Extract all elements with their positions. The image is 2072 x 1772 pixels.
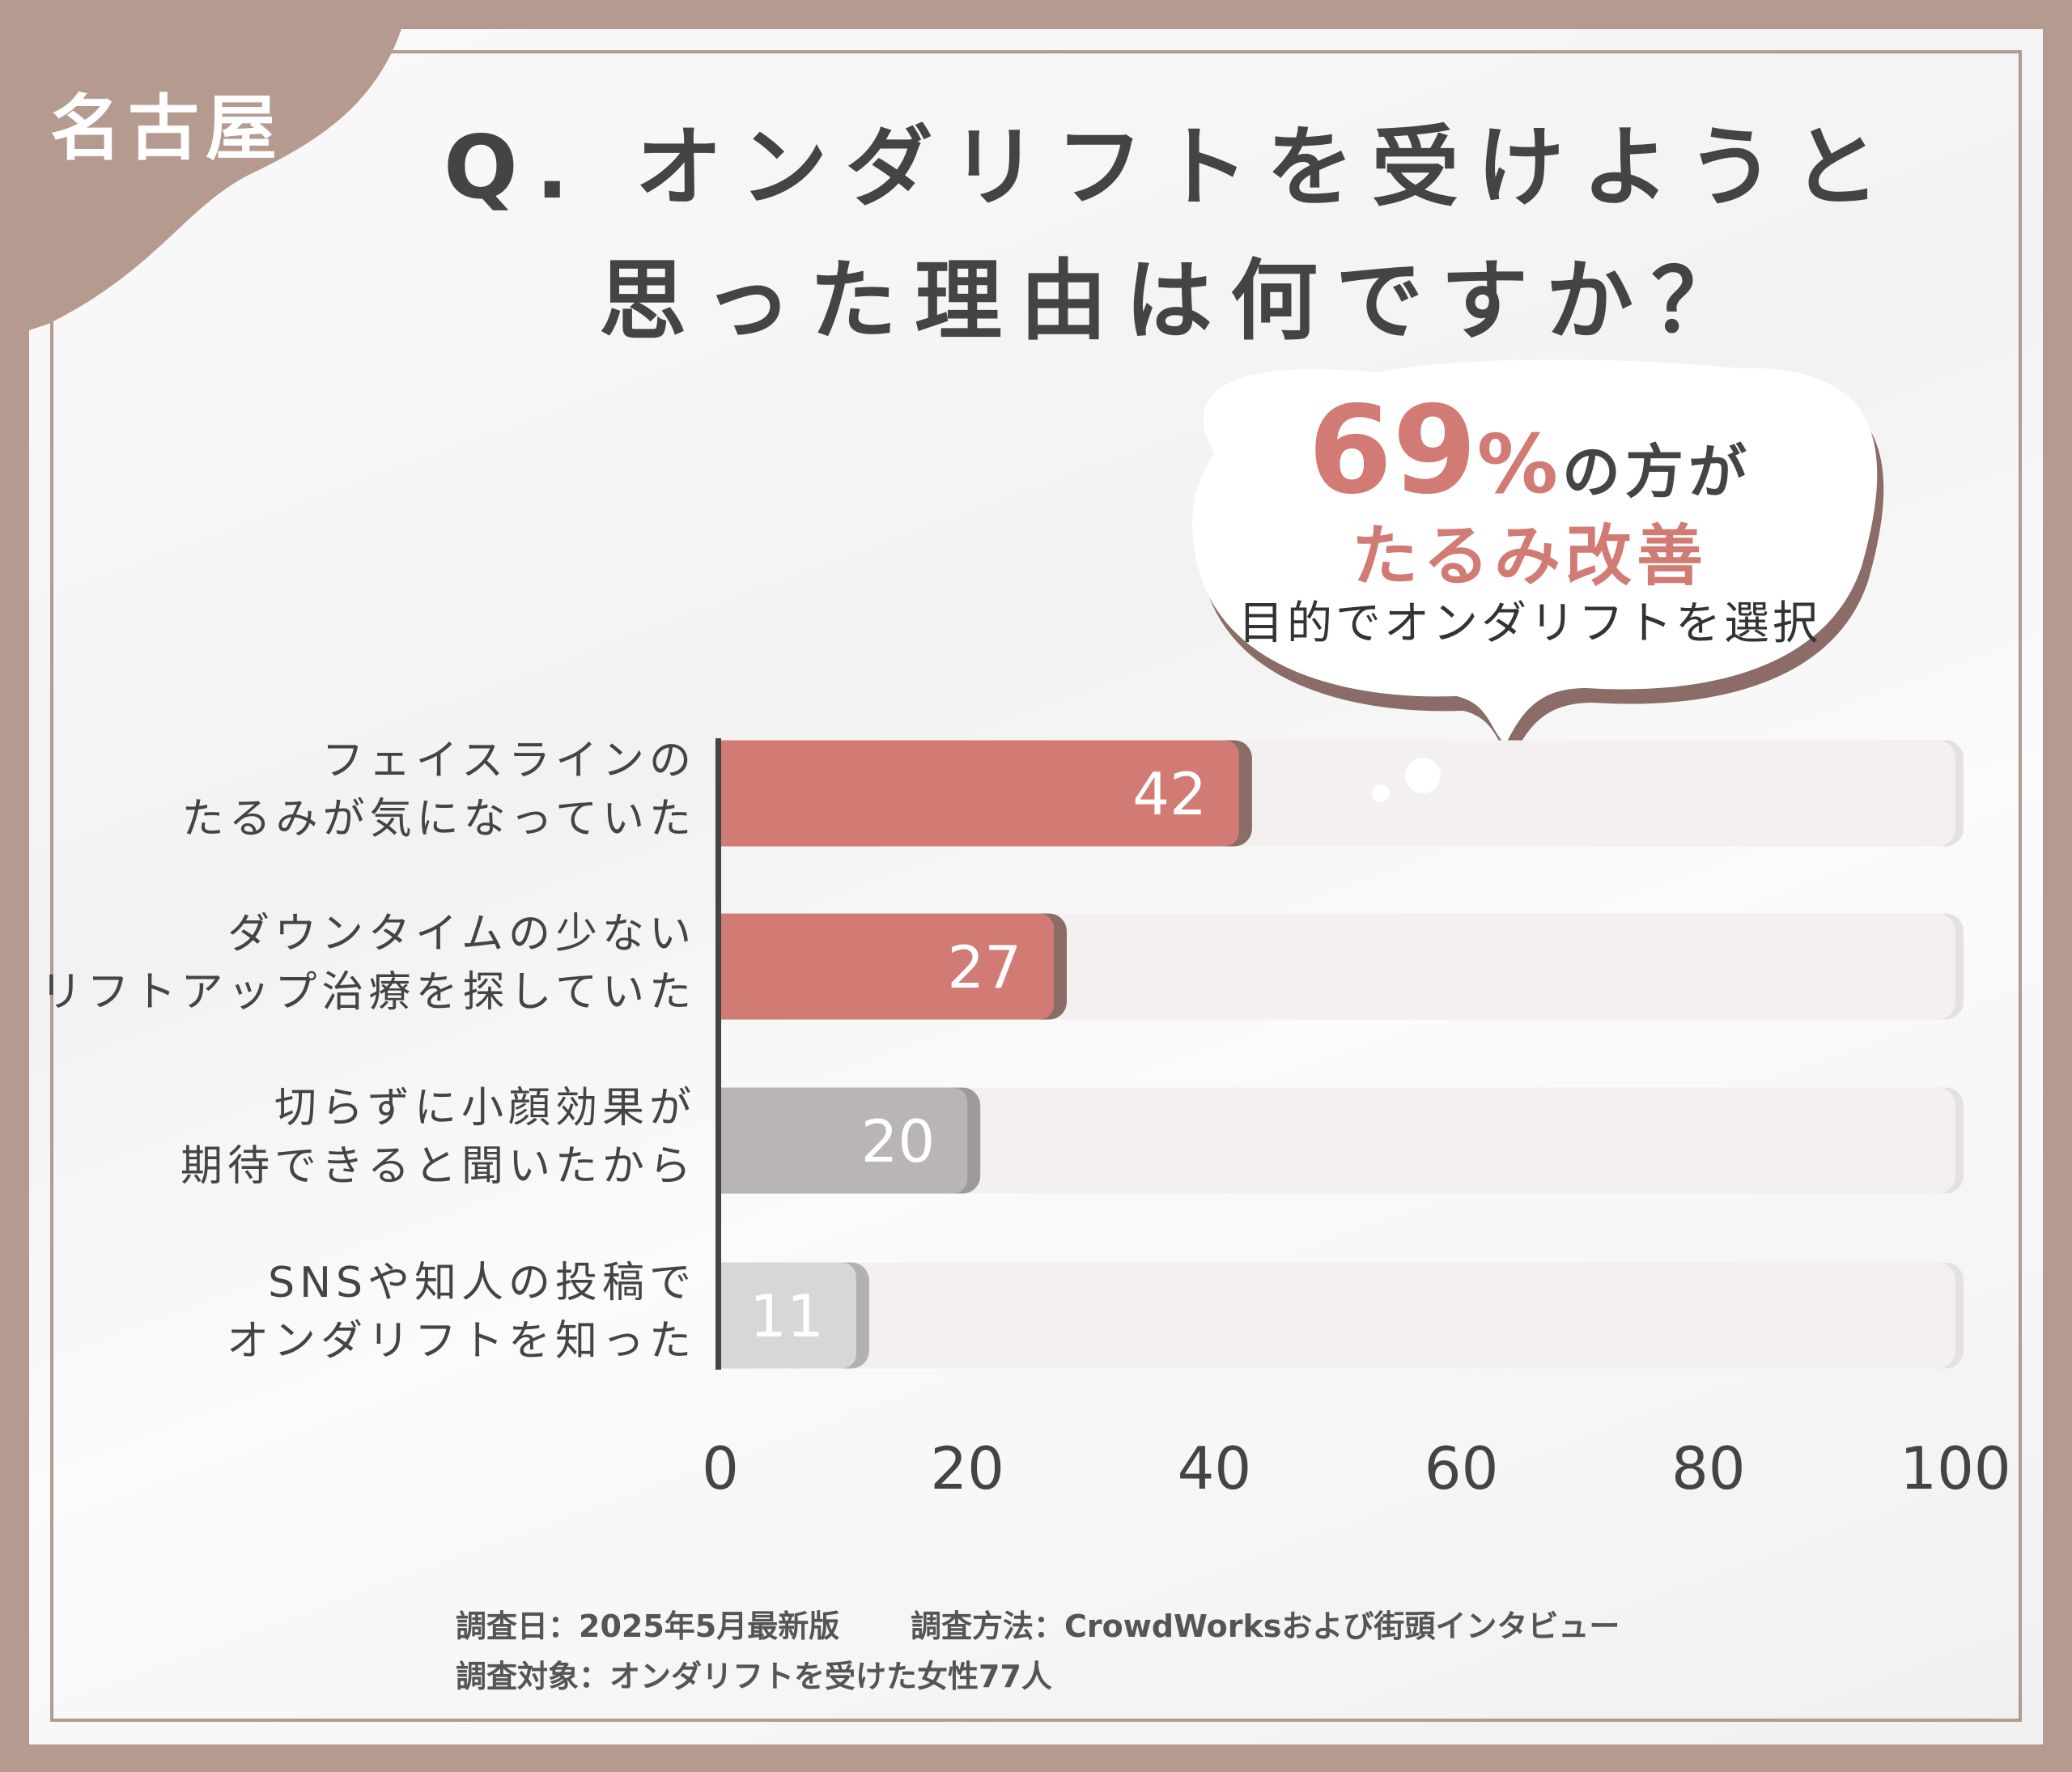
bar [720,740,1239,847]
category-label: ダウンタイムの少ないリフトアップ治療を探していた [40,905,696,1022]
x-tick-label: 100 [1900,1434,2011,1502]
category-label: SNSや知人の投稿でオンダリフトを知った [227,1254,696,1370]
callout-percent: 69 [1307,380,1477,521]
bar-left-edge [720,913,753,1020]
title-line-1: Q. オンダリフトを受けようと [444,117,1898,219]
callout-of-people: の方が [1562,438,1752,506]
bar [720,1087,968,1194]
y-axis-line [715,738,721,1370]
bar-left-edge [720,740,753,847]
footer-method: 調査方法：CrowdWorksおよび街頭インタビュー [911,1608,1620,1644]
x-tick-label: 80 [1671,1434,1746,1502]
category-label-line: たるみが気になっていた [181,795,696,844]
bar-track [720,1087,1955,1194]
decorative-dot [1372,784,1390,802]
category-label-line: 切らずに小顔効果が [274,1084,696,1132]
footer-date: 調査日：2025年5月最新版 [456,1608,840,1644]
bar-value-label: 11 [749,1282,824,1350]
callout-headline: 69% の方が [1182,380,1878,521]
title-line-2: 思った理由は何ですか？ [599,251,1757,352]
inner-border [50,50,2022,1722]
bar-track [720,1262,1955,1369]
x-tick-label: 60 [1424,1434,1499,1502]
bar-value-label: 42 [1132,760,1207,828]
region-badge: 名古屋 [50,87,284,170]
x-tick-label: 0 [702,1434,739,1502]
bar-left-edge [720,1262,753,1369]
callout-percent-sign: % [1476,417,1558,512]
category-label-line: ダウンタイムの少ない [227,910,696,958]
category-label-line: フェイスラインの [321,737,696,785]
bar-value-label: 27 [947,933,1021,1001]
bar-left-edge [720,1087,753,1194]
category-label: フェイスラインのたるみが気になっていた [182,732,696,848]
footer-target: 調査対象：オンダリフトを受けた女性77人 [456,1659,1052,1694]
bar [720,1262,856,1369]
category-label-line: 期待できると聞いたから [180,1142,696,1191]
category-label: 切らずに小顔効果が期待できると聞いたから [180,1079,696,1196]
callout-purpose: 目的でオンダリフトを選択 [1238,597,1821,650]
category-label-line: オンダリフトを知った [226,1317,696,1366]
callout-highlight: たるみ改善 [1351,518,1708,595]
card-frame [29,29,2043,1744]
x-tick-label: 20 [930,1434,1004,1502]
corner-shape [0,0,410,330]
bar [720,913,1055,1020]
category-label-line: リフトアップ治療を探していた [40,968,696,1017]
x-tick-label: 40 [1177,1434,1252,1502]
bar-value-label: 20 [861,1107,936,1175]
speech-bubble [1191,359,1884,759]
category-label-line: SNSや知人の投稿で [268,1259,696,1307]
decorative-dot [1405,758,1441,793]
